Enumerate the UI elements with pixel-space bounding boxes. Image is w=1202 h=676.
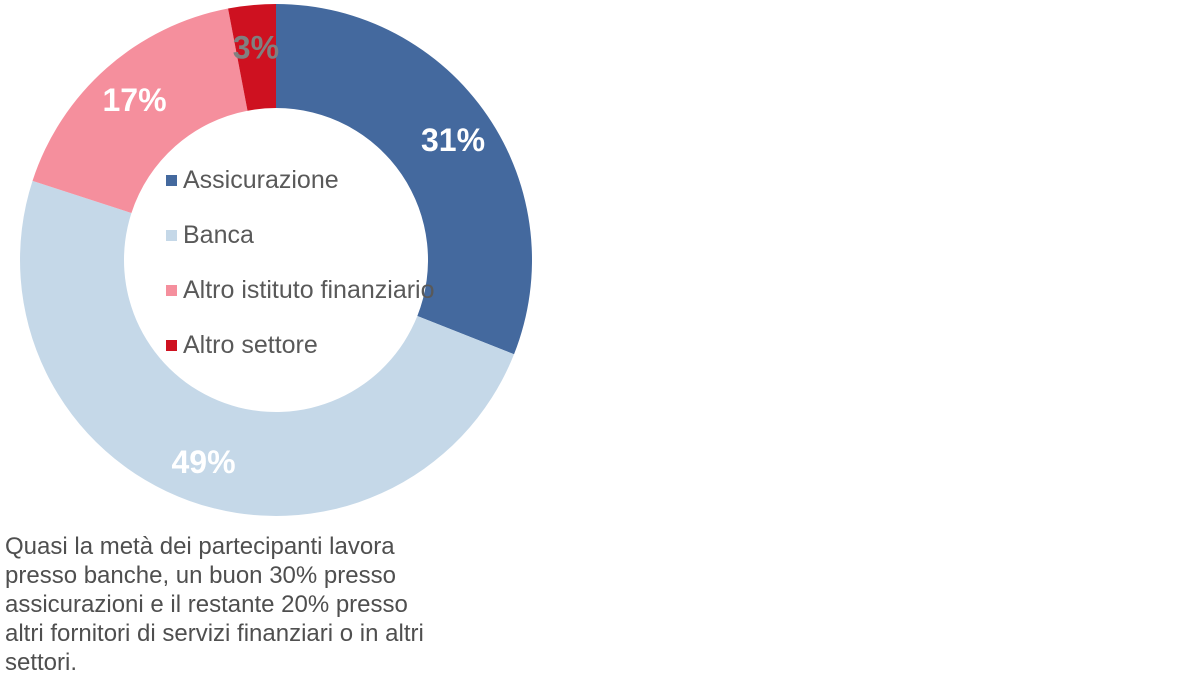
caption-line: assicurazioni e il restante 20% presso xyxy=(5,591,408,618)
donut-svg: 31% 49% 17% 3% xyxy=(20,3,532,516)
caption-line: settori. xyxy=(5,649,78,676)
segment-value-label-assicurazione: 31% xyxy=(421,122,485,158)
donut-segment-banca xyxy=(20,180,515,516)
legend-label: Altro istituto finanziario xyxy=(183,276,435,304)
segment-value-label-altro-istituto-finanziario: 17% xyxy=(102,82,166,118)
caption-line: Quasi la metà dei partecipanti lavora xyxy=(5,533,395,560)
caption-line: presso banche, un buon 30% presso xyxy=(5,562,396,589)
legend-item-altro-settore: Altro settore xyxy=(166,331,435,359)
legend-label: Assicurazione xyxy=(183,166,339,194)
donut-chart: 31% 49% 17% 3% Assicurazione Banca Altro isti… xyxy=(0,0,560,540)
segment-value-label-banca: 49% xyxy=(171,444,235,480)
segment-value-label-altro-settore: 3% xyxy=(233,29,279,65)
caption-line: altri fornitori di servizi finanziari o … xyxy=(5,620,424,647)
donut-segment-assicurazione xyxy=(276,4,532,355)
donut-segment-altro-istituto-finanziario xyxy=(32,8,248,214)
legend-swatch-icon xyxy=(166,174,177,186)
legend-item-altro-istituto-finanziario: Altro istituto finanziario xyxy=(166,276,435,304)
legend-swatch-icon xyxy=(166,284,177,296)
chart-caption: Quasi la metà dei partecipanti lavora pre… xyxy=(5,532,505,676)
legend-swatch-icon xyxy=(166,229,177,241)
legend-label: Altro settore xyxy=(183,331,318,359)
legend-swatch-icon xyxy=(166,339,177,351)
legend-item-banca: Banca xyxy=(166,221,435,249)
chart-legend: Assicurazione Banca Altro istituto finanzi… xyxy=(166,166,435,359)
donut-segment-altro-settore xyxy=(228,3,276,111)
legend-item-assicurazione: Assicurazione xyxy=(166,166,435,194)
legend-label: Banca xyxy=(183,221,254,249)
